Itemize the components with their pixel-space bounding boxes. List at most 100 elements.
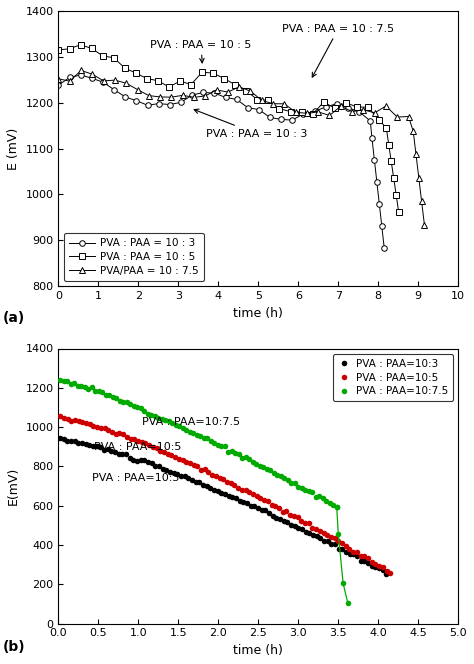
Legend: PVA : PAA=10:3, PVA : PAA=10:5, PVA : PAA=10:7.5: PVA : PAA=10:3, PVA : PAA=10:5, PVA : PA…: [333, 354, 453, 402]
PVA : PAA=10:7.5: (2.08, 903): PAA=10:7.5: (2.08, 903): [222, 442, 228, 450]
PVA : PAA = 10 : 5: (7.46, 1.19e+03): PAA = 10 : 5: (7.46, 1.19e+03): [354, 103, 360, 111]
PVA/PAA = 10 : 7.5: (8.47, 1.17e+03): 7.5: (8.47, 1.17e+03): [394, 113, 400, 121]
PVA : PAA=10:3: (3.41, 406): PAA=10:3: (3.41, 406): [328, 540, 334, 548]
PVA/PAA = 10 : 7.5: (9.08, 985): 7.5: (9.08, 985): [419, 197, 424, 205]
PVA/PAA = 10 : 7.5: (6.5, 1.18e+03): 7.5: (6.5, 1.18e+03): [315, 108, 321, 116]
PVA : PAA = 10 : 3: (7.96, 1.03e+03): PAA = 10 : 3: (7.96, 1.03e+03): [374, 178, 380, 186]
PVA : PAA = 10 : 3: (4.46, 1.21e+03): PAA = 10 : 3: (4.46, 1.21e+03): [234, 96, 239, 104]
PVA/PAA = 10 : 7.5: (8.87, 1.14e+03): 7.5: (8.87, 1.14e+03): [410, 127, 416, 135]
PVA : PAA = 10 : 5: (3.04, 1.25e+03): PAA = 10 : 5: (3.04, 1.25e+03): [177, 77, 183, 85]
PVA : PAA = 10 : 3: (1.11, 1.24e+03): PAA = 10 : 3: (1.11, 1.24e+03): [100, 78, 106, 86]
PVA : PAA=10:3: (1.26, 801): PAA=10:3: (1.26, 801): [156, 462, 162, 470]
PVA : PAA = 10 : 3: (1.95, 1.2e+03): PAA = 10 : 3: (1.95, 1.2e+03): [134, 97, 139, 105]
PVA : PAA = 10 : 3: (5.01, 1.18e+03): PAA = 10 : 3: (5.01, 1.18e+03): [256, 106, 262, 114]
PVA/PAA = 10 : 7.5: (9.15, 934): 7.5: (9.15, 934): [421, 220, 427, 228]
PVA/PAA = 10 : 7.5: (3.95, 1.23e+03): 7.5: (3.95, 1.23e+03): [214, 86, 219, 94]
PVA : PAA = 10 : 3: (2.79, 1.2e+03): PAA = 10 : 3: (2.79, 1.2e+03): [167, 100, 173, 108]
PVA : PAA = 10 : 3: (3.9, 1.22e+03): PAA = 10 : 3: (3.9, 1.22e+03): [211, 89, 217, 97]
PVA/PAA = 10 : 7.5: (8.94, 1.09e+03): 7.5: (8.94, 1.09e+03): [413, 151, 419, 159]
PVA : PAA=10:7.5: (1.55, 997): PAA=10:7.5: (1.55, 997): [180, 424, 185, 432]
PVA/PAA = 10 : 7.5: (9.01, 1.04e+03): 7.5: (9.01, 1.04e+03): [416, 174, 422, 182]
PVA : PAA = 10 : 5: (1.66, 1.28e+03): PAA = 10 : 5: (1.66, 1.28e+03): [122, 64, 128, 72]
PVA/PAA = 10 : 7.5: (2.26, 1.22e+03): 7.5: (2.26, 1.22e+03): [146, 92, 152, 100]
PVA : PAA=10:7.5: (2.39, 835): PAA=10:7.5: (2.39, 835): [246, 456, 252, 463]
PVA/PAA = 10 : 7.5: (2.54, 1.21e+03): 7.5: (2.54, 1.21e+03): [157, 93, 163, 101]
PVA : PAA=10:7.5: (2.25, 862): PAA=10:7.5: (2.25, 862): [236, 450, 242, 458]
PVA : PAA = 10 : 3: (2.51, 1.2e+03): PAA = 10 : 3: (2.51, 1.2e+03): [156, 100, 162, 108]
PVA/PAA = 10 : 7.5: (5.65, 1.2e+03): 7.5: (5.65, 1.2e+03): [282, 100, 287, 108]
PVA/PAA = 10 : 7.5: (1.98, 1.23e+03): 7.5: (1.98, 1.23e+03): [135, 86, 140, 94]
Text: PVA : PAA=10:3: PVA : PAA=10:3: [92, 473, 180, 483]
PVA : PAA=10:7.5: (3.09, 682): PAA=10:7.5: (3.09, 682): [302, 485, 308, 493]
PVA/PAA = 10 : 7.5: (0.565, 1.27e+03): 7.5: (0.565, 1.27e+03): [78, 66, 84, 74]
PVA : PAA=10:3: (4.1, 252): PAA=10:3: (4.1, 252): [383, 570, 389, 578]
PVA/PAA = 10 : 7.5: (7.63, 1.18e+03): 7.5: (7.63, 1.18e+03): [361, 106, 366, 114]
PVA : PAA = 10 : 5: (4.42, 1.24e+03): PAA = 10 : 5: (4.42, 1.24e+03): [232, 81, 238, 89]
PVA/PAA = 10 : 7.5: (1.69, 1.24e+03): 7.5: (1.69, 1.24e+03): [123, 79, 129, 87]
Text: (b): (b): [2, 640, 25, 654]
Line: PVA : PAA=10:3: PVA : PAA=10:3: [57, 435, 389, 577]
PVA : PAA = 10 : 5: (7.19, 1.2e+03): PAA = 10 : 5: (7.19, 1.2e+03): [343, 98, 348, 106]
Y-axis label: E (mV): E (mV): [7, 127, 20, 169]
PVA/PAA = 10 : 7.5: (6.21, 1.18e+03): 7.5: (6.21, 1.18e+03): [304, 110, 310, 118]
X-axis label: time (h): time (h): [233, 644, 283, 657]
PVA : PAA=10:5: (3.96, 303): PAA=10:5: (3.96, 303): [373, 560, 378, 568]
Line: PVA : PAA = 10 : 3: PVA : PAA = 10 : 3: [56, 72, 387, 251]
PVA : PAA = 10 : 3: (8.15, 882): PAA = 10 : 3: (8.15, 882): [382, 244, 387, 252]
PVA : PAA = 10 : 5: (4.98, 1.21e+03): PAA = 10 : 5: (4.98, 1.21e+03): [255, 96, 260, 104]
PVA : PAA = 10 : 3: (5.85, 1.16e+03): PAA = 10 : 3: (5.85, 1.16e+03): [290, 116, 295, 124]
PVA : PAA = 10 : 5: (6.63, 1.2e+03): PAA = 10 : 5: (6.63, 1.2e+03): [321, 98, 327, 106]
PVA : PAA = 10 : 3: (6.96, 1.2e+03): PAA = 10 : 3: (6.96, 1.2e+03): [334, 100, 340, 108]
PVA : PAA = 10 : 5: (0.829, 1.32e+03): PAA = 10 : 5: (0.829, 1.32e+03): [89, 44, 94, 52]
X-axis label: time (h): time (h): [233, 307, 283, 319]
PVA : PAA = 10 : 5: (1.38, 1.3e+03): PAA = 10 : 5: (1.38, 1.3e+03): [111, 54, 117, 62]
PVA/PAA = 10 : 7.5: (5.08, 1.2e+03): 7.5: (5.08, 1.2e+03): [259, 96, 264, 104]
Text: (a): (a): [2, 311, 25, 325]
PVA/PAA = 10 : 7.5: (3.11, 1.22e+03): 7.5: (3.11, 1.22e+03): [180, 92, 185, 100]
Line: PVA : PAA=10:5: PVA : PAA=10:5: [57, 413, 393, 576]
Legend: PVA : PAA = 10 : 3, PVA : PAA = 10 : 5, PVA/PAA = 10 : 7.5: PVA : PAA = 10 : 3, PVA : PAA = 10 : 5, …: [64, 233, 204, 281]
PVA : PAA = 10 : 5: (2.49, 1.25e+03): PAA = 10 : 5: (2.49, 1.25e+03): [155, 77, 161, 85]
PVA : PAA=10:3: (3.5, 380): PAA=10:3: (3.5, 380): [336, 545, 341, 553]
PVA : PAA = 10 : 3: (5.57, 1.16e+03): PAA = 10 : 3: (5.57, 1.16e+03): [278, 116, 284, 124]
PVA : PAA = 10 : 3: (8.09, 930): PAA = 10 : 3: (8.09, 930): [379, 222, 385, 230]
Text: PVA : PAA=10:7.5: PVA : PAA=10:7.5: [142, 417, 241, 427]
PVA : PAA = 10 : 5: (3.87, 1.26e+03): PAA = 10 : 5: (3.87, 1.26e+03): [210, 69, 216, 77]
PVA : PAA = 10 : 3: (7.8, 1.16e+03): PAA = 10 : 3: (7.8, 1.16e+03): [367, 117, 373, 125]
PVA/PAA = 10 : 7.5: (2.82, 1.21e+03): 7.5: (2.82, 1.21e+03): [169, 93, 174, 101]
PVA : PAA = 10 : 5: (8.45, 999): PAA = 10 : 5: (8.45, 999): [393, 191, 399, 199]
Y-axis label: E(mV): E(mV): [7, 467, 20, 505]
PVA : PAA = 10 : 5: (4.15, 1.25e+03): PAA = 10 : 5: (4.15, 1.25e+03): [221, 74, 227, 82]
PVA/PAA = 10 : 7.5: (3.67, 1.21e+03): 7.5: (3.67, 1.21e+03): [202, 92, 208, 100]
PVA : PAA = 10 : 5: (8.39, 1.04e+03): PAA = 10 : 5: (8.39, 1.04e+03): [391, 174, 397, 182]
PVA : PAA = 10 : 3: (5.29, 1.17e+03): PAA = 10 : 3: (5.29, 1.17e+03): [267, 114, 273, 122]
PVA : PAA = 10 : 5: (6.08, 1.18e+03): PAA = 10 : 5: (6.08, 1.18e+03): [299, 108, 304, 116]
PVA : PAA = 10 : 3: (2.23, 1.19e+03): PAA = 10 : 3: (2.23, 1.19e+03): [145, 101, 150, 109]
PVA : PAA = 10 : 5: (7.74, 1.19e+03): PAA = 10 : 5: (7.74, 1.19e+03): [365, 103, 371, 111]
PVA : PAA=10:3: (3.92, 291): PAA=10:3: (3.92, 291): [369, 562, 374, 570]
PVA : PAA = 10 : 5: (8.26, 1.11e+03): PAA = 10 : 5: (8.26, 1.11e+03): [386, 141, 392, 149]
PVA : PAA = 10 : 5: (2.76, 1.23e+03): PAA = 10 : 5: (2.76, 1.23e+03): [166, 83, 172, 91]
PVA : PAA=10:3: (2.86, 519): PAA=10:3: (2.86, 519): [284, 517, 290, 525]
PVA : PAA=10:5: (4.15, 259): PAA=10:5: (4.15, 259): [387, 568, 393, 576]
Line: PVA : PAA = 10 : 5: PVA : PAA = 10 : 5: [56, 42, 401, 214]
PVA : PAA = 10 : 5: (8.51, 962): PAA = 10 : 5: (8.51, 962): [396, 208, 401, 216]
PVA/PAA = 10 : 7.5: (0.847, 1.26e+03): 7.5: (0.847, 1.26e+03): [90, 70, 95, 78]
PVA/PAA = 10 : 7.5: (0, 1.25e+03): 7.5: (0, 1.25e+03): [55, 75, 61, 83]
PVA : PAA = 10 : 5: (2.21, 1.25e+03): PAA = 10 : 5: (2.21, 1.25e+03): [144, 74, 150, 82]
PVA : PAA=10:3: (0.02, 945): PAA=10:3: (0.02, 945): [57, 434, 63, 442]
PVA : PAA=10:5: (1.27, 880): PAA=10:5: (1.27, 880): [157, 447, 163, 455]
Text: PVA : PAA = 10 : 7.5: PVA : PAA = 10 : 7.5: [283, 24, 394, 77]
Text: PVA : PAA=10:5: PVA : PAA=10:5: [94, 442, 182, 452]
PVA : PAA = 10 : 3: (0.557, 1.26e+03): PAA = 10 : 3: (0.557, 1.26e+03): [78, 71, 83, 79]
PVA/PAA = 10 : 7.5: (4.24, 1.22e+03): 7.5: (4.24, 1.22e+03): [225, 88, 231, 96]
PVA/PAA = 10 : 7.5: (4.52, 1.23e+03): 7.5: (4.52, 1.23e+03): [237, 83, 242, 91]
PVA/PAA = 10 : 7.5: (7.91, 1.18e+03): 7.5: (7.91, 1.18e+03): [372, 109, 377, 117]
PVA : PAA = 10 : 3: (6.13, 1.18e+03): PAA = 10 : 3: (6.13, 1.18e+03): [301, 110, 306, 118]
PVA : PAA = 10 : 5: (5.53, 1.19e+03): PAA = 10 : 5: (5.53, 1.19e+03): [277, 105, 283, 113]
PVA : PAA = 10 : 3: (6.41, 1.18e+03): PAA = 10 : 3: (6.41, 1.18e+03): [312, 108, 318, 116]
PVA : PAA = 10 : 3: (6.69, 1.19e+03): PAA = 10 : 3: (6.69, 1.19e+03): [323, 103, 328, 111]
PVA/PAA = 10 : 7.5: (6.78, 1.17e+03): 7.5: (6.78, 1.17e+03): [327, 112, 332, 120]
PVA : PAA=10:7.5: (2.12, 873): PAA=10:7.5: (2.12, 873): [225, 448, 231, 456]
PVA : PAA = 10 : 3: (3.34, 1.22e+03): PAA = 10 : 3: (3.34, 1.22e+03): [189, 91, 195, 99]
